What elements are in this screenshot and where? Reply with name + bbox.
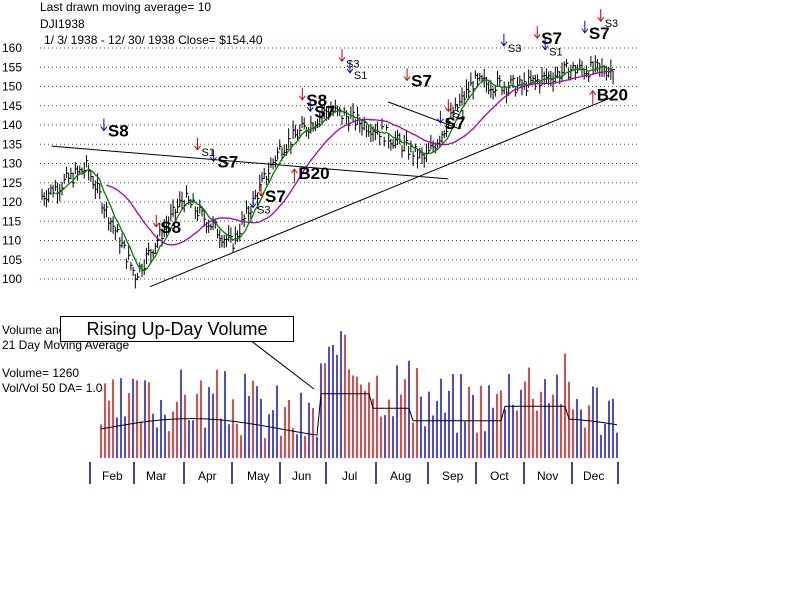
signal-arrowhead bbox=[437, 118, 444, 124]
signal-arrowhead bbox=[194, 145, 201, 151]
volume-readout: Volume= 1260 bbox=[2, 366, 80, 380]
signal-label: S1 bbox=[549, 47, 562, 59]
x-tick-label: Sep bbox=[442, 469, 464, 483]
signal-label: S7 bbox=[541, 29, 562, 48]
symbol-label: DJI1938 bbox=[40, 17, 85, 31]
signal-arrowhead bbox=[444, 107, 452, 113]
y-tick-label: 140 bbox=[2, 118, 22, 132]
y-tick-label: 105 bbox=[2, 253, 22, 267]
x-tick-label: Feb bbox=[102, 469, 123, 483]
x-tick-label: Mar bbox=[146, 469, 167, 483]
signal-label: S1 bbox=[202, 147, 215, 159]
x-tick-label: Nov bbox=[537, 469, 558, 483]
signal-label: S3 bbox=[605, 18, 618, 30]
date-range-close: 1/ 3/ 1938 - 12/ 30/ 1938 Close= $154.40 bbox=[44, 33, 263, 47]
x-tick-label: Jul bbox=[342, 469, 357, 483]
signal-label: S8 bbox=[160, 218, 181, 237]
signal-arrowhead bbox=[581, 28, 589, 34]
signal-arrowhead bbox=[589, 89, 597, 95]
x-tick-label: May bbox=[247, 469, 270, 483]
signal-label: B20 bbox=[298, 164, 329, 183]
ma-caption: Last drawn moving average= 10 bbox=[40, 0, 212, 14]
signal-arrowhead bbox=[306, 107, 314, 113]
y-tick-label: 130 bbox=[2, 157, 22, 171]
volume-ratio-readout: Vol/Vol 50 DA= 1.0 bbox=[2, 381, 103, 395]
resistance-trendline-2 bbox=[387, 101, 460, 130]
signal-arrowhead bbox=[100, 126, 108, 132]
y-tick-label: 150 bbox=[2, 80, 22, 94]
signal-label: S3 bbox=[346, 58, 359, 70]
y-tick-label: 115 bbox=[2, 214, 21, 228]
resistance-trendline bbox=[51, 145, 449, 180]
signal-label: S7 bbox=[444, 114, 465, 133]
y-tick-label: 110 bbox=[2, 234, 21, 248]
signal-arrowhead bbox=[541, 45, 549, 51]
signal-label: S7 bbox=[265, 187, 286, 206]
x-tick-label: Dec bbox=[583, 469, 604, 483]
signal-arrowhead bbox=[152, 222, 160, 228]
volume-ma-line bbox=[100, 393, 618, 436]
signal-label: S7 bbox=[589, 24, 610, 43]
signal-label: S3 bbox=[508, 43, 521, 55]
signal-arrowhead bbox=[298, 95, 306, 101]
signal-arrowhead bbox=[290, 168, 298, 174]
signal-arrowhead bbox=[597, 16, 605, 23]
rising-volume-callout: Rising Up-Day Volume bbox=[60, 316, 294, 342]
signal-label: S8 bbox=[108, 122, 129, 141]
callout-pointer bbox=[249, 339, 315, 390]
x-tick-label: Oct bbox=[490, 469, 509, 483]
signal-label: S7 bbox=[314, 102, 335, 121]
signal-label: S8 bbox=[306, 91, 327, 110]
signal-label: S1 bbox=[452, 108, 465, 120]
signal-arrowhead bbox=[249, 203, 257, 209]
signal-arrowhead bbox=[338, 56, 346, 63]
y-tick-label: 160 bbox=[2, 41, 22, 55]
signal-arrowhead bbox=[500, 41, 508, 47]
y-tick-label: 120 bbox=[2, 195, 22, 209]
y-tick-label: 125 bbox=[2, 176, 22, 190]
y-tick-label: 145 bbox=[2, 99, 22, 113]
ma10-line bbox=[55, 65, 614, 272]
signal-arrowhead bbox=[346, 68, 354, 74]
support-trendline bbox=[149, 97, 611, 288]
signal-arrowhead bbox=[257, 191, 265, 197]
signal-label: S3 bbox=[257, 205, 270, 217]
x-tick-label: Jun bbox=[292, 469, 311, 483]
y-tick-label: 135 bbox=[2, 137, 22, 151]
y-tick-label: 100 bbox=[2, 272, 22, 286]
volume-title: Volume and bbox=[2, 323, 66, 337]
signal-arrowhead bbox=[210, 157, 217, 163]
signal-arrowhead bbox=[403, 76, 411, 82]
signal-label: S7 bbox=[217, 152, 238, 171]
signal-label: S7 bbox=[411, 72, 432, 91]
x-tick-label: Aug bbox=[390, 469, 411, 483]
signal-label: B20 bbox=[597, 86, 628, 105]
ma50-line bbox=[106, 70, 614, 246]
x-tick-label: Apr bbox=[198, 469, 217, 483]
signal-arrowhead bbox=[533, 33, 541, 39]
signal-label: S1 bbox=[354, 70, 367, 82]
y-tick-label: 155 bbox=[2, 60, 22, 74]
